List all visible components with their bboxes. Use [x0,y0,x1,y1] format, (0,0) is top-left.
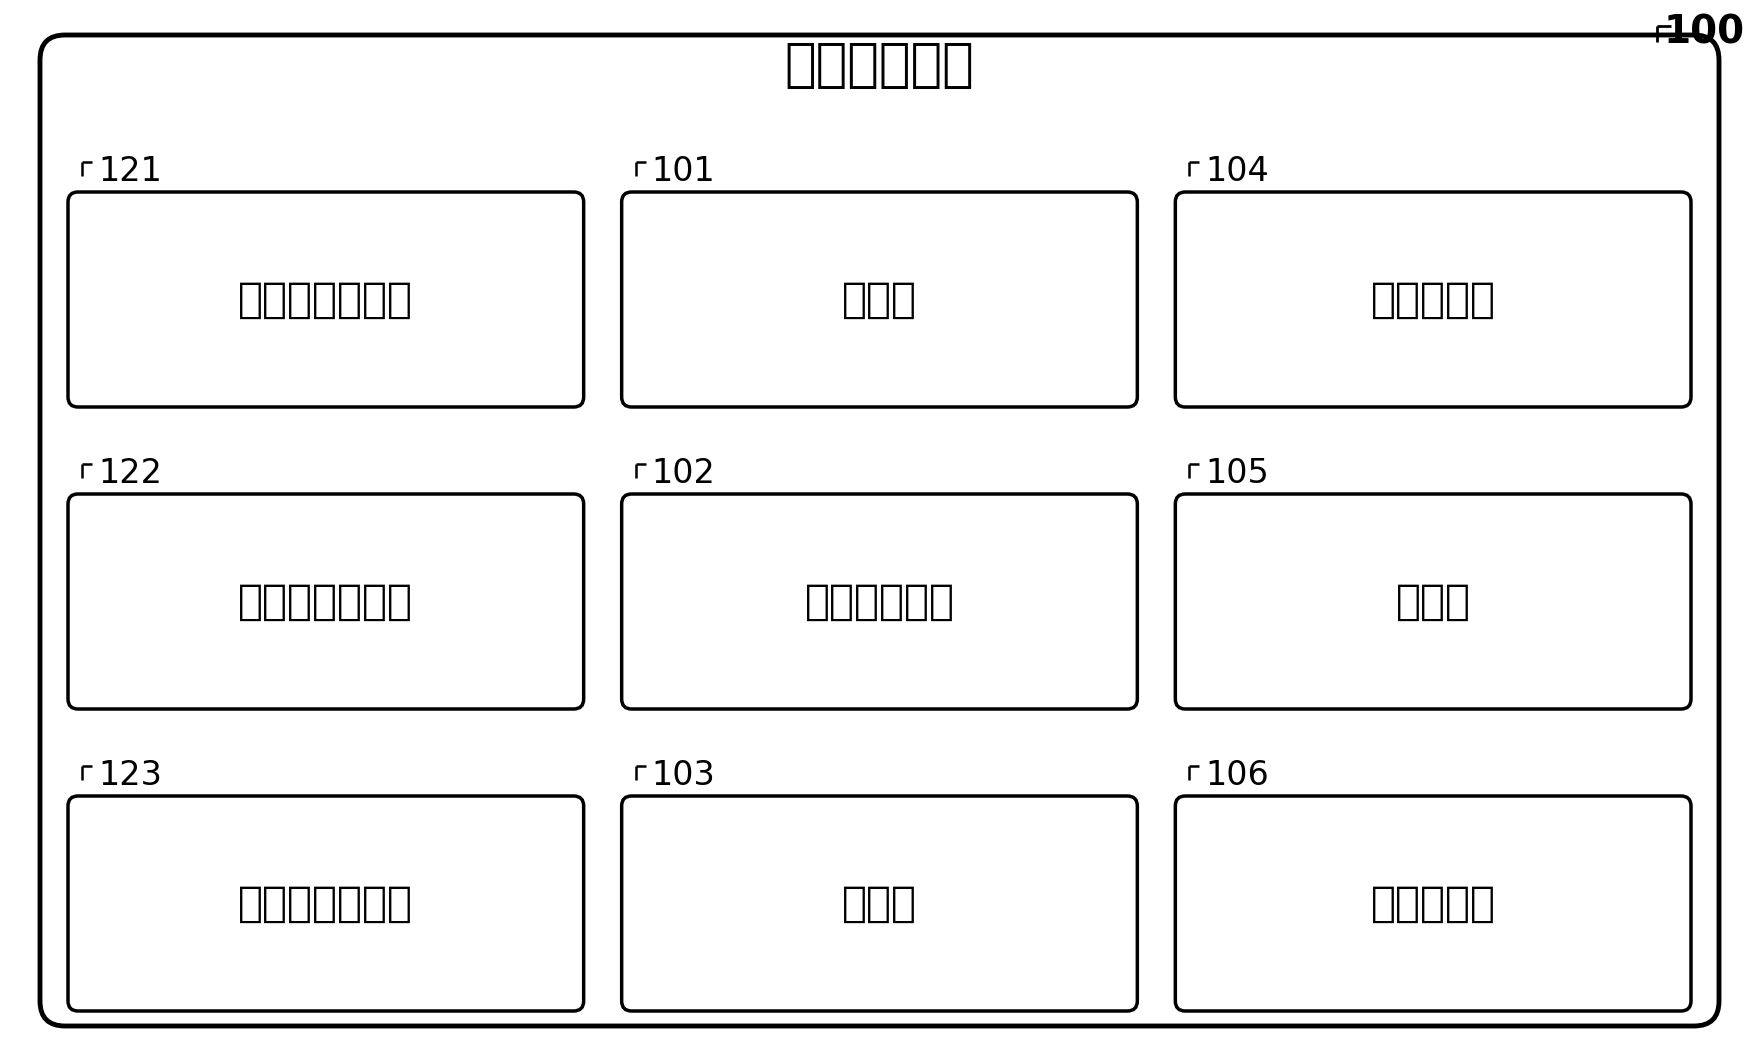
FancyBboxPatch shape [621,796,1138,1011]
Text: 输出控制部: 输出控制部 [1370,883,1495,924]
Text: 106: 106 [1205,759,1268,792]
Text: 信息处理装置: 信息处理装置 [785,39,974,91]
Text: 决定部: 决定部 [1395,580,1471,623]
Text: 订单数据存储部: 订单数据存储部 [237,278,413,320]
FancyBboxPatch shape [621,192,1138,407]
FancyBboxPatch shape [621,494,1138,709]
Text: 102: 102 [651,457,716,490]
Text: 100: 100 [1664,14,1745,52]
FancyBboxPatch shape [69,192,584,407]
FancyBboxPatch shape [1175,494,1690,709]
FancyBboxPatch shape [1175,192,1690,407]
Text: 121: 121 [99,155,162,188]
Text: 受理部: 受理部 [843,278,916,320]
FancyBboxPatch shape [40,35,1719,1026]
Text: 103: 103 [651,759,716,792]
FancyBboxPatch shape [69,494,584,709]
Text: 105: 105 [1205,457,1268,490]
Text: 101: 101 [651,155,716,188]
Text: 123: 123 [99,759,162,792]
Text: 生成部: 生成部 [843,883,916,924]
Text: 距离算出部: 距离算出部 [1370,278,1495,320]
FancyBboxPatch shape [1175,796,1690,1011]
Text: 122: 122 [99,457,162,490]
Text: 优先级算出部: 优先级算出部 [804,580,955,623]
Text: 104: 104 [1205,155,1268,188]
FancyBboxPatch shape [69,796,584,1011]
Text: 货架数据存储部: 货架数据存储部 [237,580,413,623]
Text: 群集数据存储部: 群集数据存储部 [237,883,413,924]
